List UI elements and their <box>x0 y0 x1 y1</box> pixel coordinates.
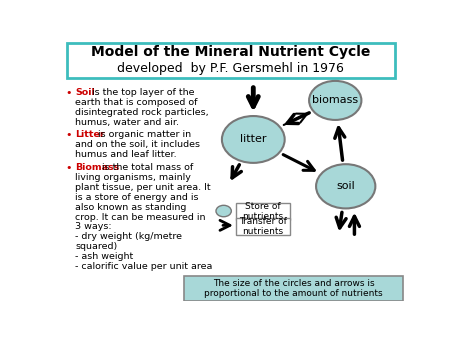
Text: Transfer of
nutrients: Transfer of nutrients <box>239 217 287 236</box>
Text: is the total mass of: is the total mass of <box>99 163 193 172</box>
FancyBboxPatch shape <box>184 276 403 301</box>
Text: humus, water and air.: humus, water and air. <box>76 118 180 127</box>
Text: biomass: biomass <box>312 95 358 105</box>
Circle shape <box>316 164 375 209</box>
Text: - calorific value per unit area: - calorific value per unit area <box>76 262 213 271</box>
Text: earth that is composed of: earth that is composed of <box>76 98 198 107</box>
Text: •: • <box>65 130 72 141</box>
Text: also known as standing: also known as standing <box>76 203 187 212</box>
Text: is a store of energy and is: is a store of energy and is <box>76 193 199 202</box>
Text: •: • <box>65 88 72 98</box>
Text: developed  by P.F. Gersmehl in 1976: developed by P.F. Gersmehl in 1976 <box>117 62 344 75</box>
Text: humus and leaf litter.: humus and leaf litter. <box>76 150 177 159</box>
FancyBboxPatch shape <box>236 203 290 220</box>
Text: Biomass: Biomass <box>76 163 120 172</box>
Text: - dry weight (kg/metre: - dry weight (kg/metre <box>76 232 182 241</box>
Text: Soil: Soil <box>76 88 95 97</box>
Text: Model of the Mineral Nutrient Cycle: Model of the Mineral Nutrient Cycle <box>91 45 370 59</box>
Circle shape <box>309 81 361 120</box>
Text: is the top layer of the: is the top layer of the <box>89 88 194 97</box>
Circle shape <box>222 116 285 163</box>
Text: soil: soil <box>336 181 355 191</box>
Text: •: • <box>65 163 72 173</box>
Text: squared): squared) <box>76 242 118 251</box>
Text: Store of
nutrients: Store of nutrients <box>242 202 283 221</box>
Text: litter: litter <box>240 135 266 144</box>
Text: The size of the circles and arrows is
proportional to the amount of nutrients: The size of the circles and arrows is pr… <box>204 279 382 298</box>
Text: 3 ways:: 3 ways: <box>76 222 112 232</box>
Circle shape <box>216 205 231 217</box>
Text: plant tissue, per unit area. It: plant tissue, per unit area. It <box>76 183 211 192</box>
Text: living organisms, mainly: living organisms, mainly <box>76 173 191 182</box>
Text: Litter: Litter <box>76 130 105 140</box>
Text: crop. It can be measured in: crop. It can be measured in <box>76 213 206 221</box>
FancyBboxPatch shape <box>236 218 290 235</box>
Text: disintegrated rock particles,: disintegrated rock particles, <box>76 108 209 117</box>
Text: is organic matter in: is organic matter in <box>95 130 191 140</box>
FancyBboxPatch shape <box>67 43 395 78</box>
Text: and on the soil, it includes: and on the soil, it includes <box>76 140 200 149</box>
Text: - ash weight: - ash weight <box>76 252 134 261</box>
